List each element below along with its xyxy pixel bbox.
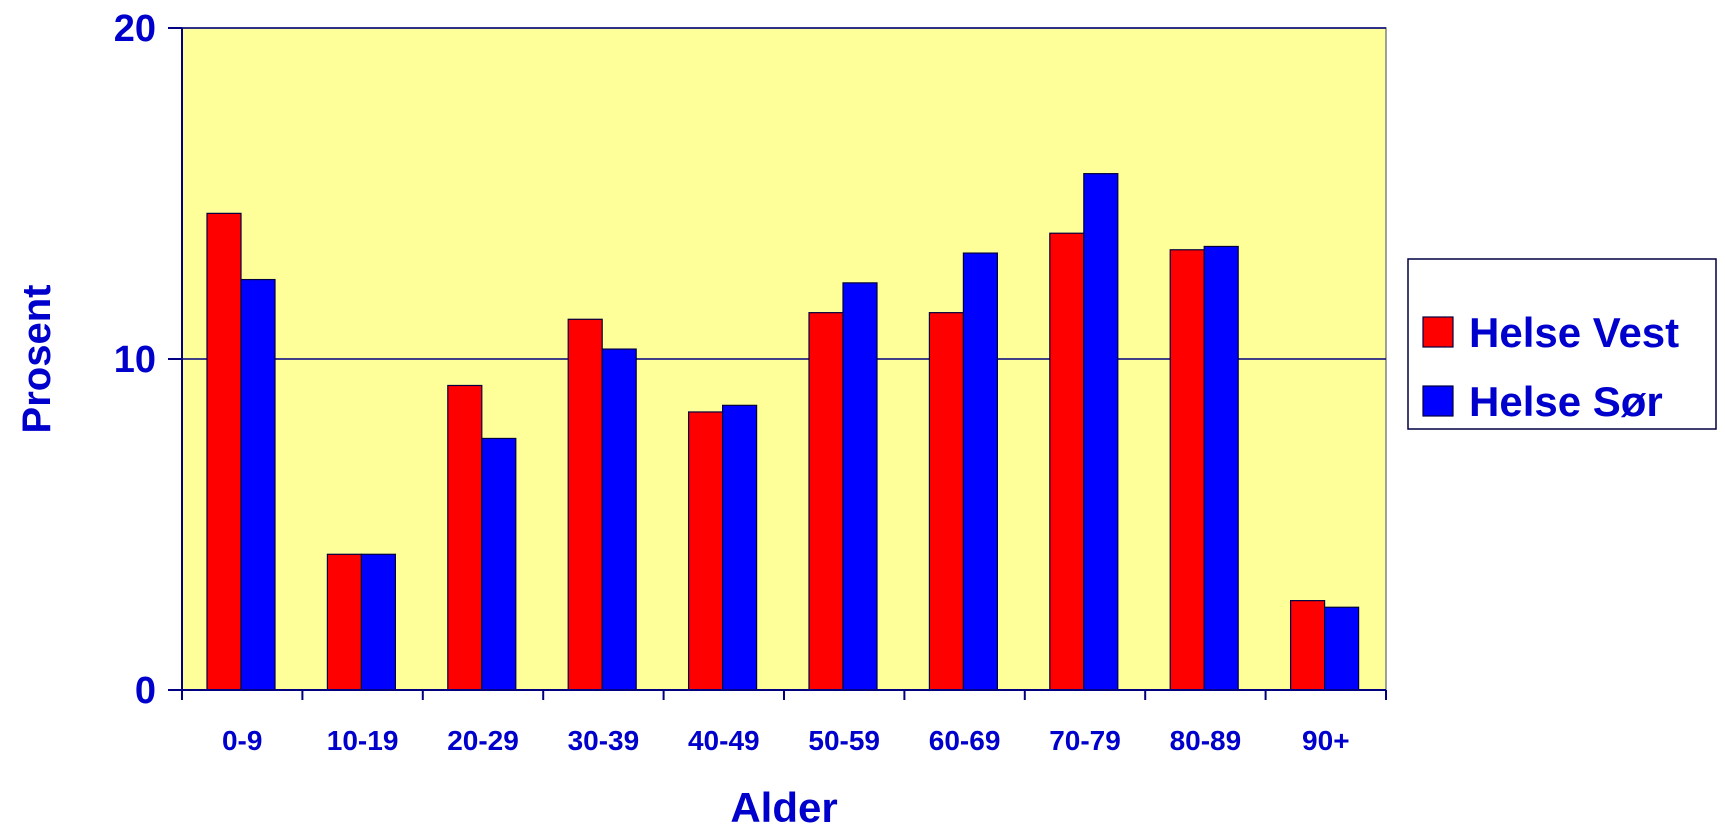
bar bbox=[1083, 173, 1119, 691]
legend-label: Helse Sør bbox=[1469, 378, 1663, 425]
x-axis-label: Alder bbox=[730, 784, 837, 829]
y-tick-label: 10 bbox=[114, 339, 156, 381]
bar bbox=[962, 252, 999, 691]
bar bbox=[928, 312, 965, 691]
legend-box bbox=[1407, 258, 1717, 430]
x-tick-label: 30-39 bbox=[568, 725, 640, 756]
bar bbox=[687, 411, 724, 691]
bar bbox=[447, 384, 483, 691]
y-tick-label: 0 bbox=[135, 670, 156, 712]
bar bbox=[1289, 600, 1326, 691]
x-tick-label: 10-19 bbox=[327, 725, 399, 756]
legend: Helse Vest Helse Sør bbox=[1407, 258, 1717, 430]
x-tick-label: 80-89 bbox=[1170, 725, 1242, 756]
legend-swatch bbox=[1422, 316, 1454, 348]
bar bbox=[360, 553, 396, 691]
bar bbox=[1323, 606, 1360, 691]
bar bbox=[206, 212, 242, 691]
bar bbox=[1169, 249, 1205, 691]
bar bbox=[1049, 232, 1085, 691]
x-tick-label: 20-29 bbox=[447, 725, 519, 756]
y-tick-label: 20 bbox=[114, 8, 156, 50]
bar bbox=[601, 348, 637, 691]
axes bbox=[168, 27, 1387, 700]
bar bbox=[240, 278, 276, 691]
bar bbox=[842, 282, 878, 691]
x-tick-label: 90+ bbox=[1302, 725, 1350, 756]
bar bbox=[481, 437, 517, 691]
x-tick-label: 60-69 bbox=[929, 725, 1001, 756]
legend-swatch bbox=[1422, 385, 1454, 417]
bar bbox=[326, 553, 362, 691]
x-tick-label: 40-49 bbox=[688, 725, 760, 756]
bars bbox=[206, 173, 1360, 691]
y-axis-label: Prosent bbox=[15, 285, 59, 434]
y-tick-labels: 0 10 20 bbox=[114, 8, 156, 712]
bar bbox=[1203, 245, 1239, 691]
x-tick-label: 0-9 bbox=[222, 725, 262, 756]
x-tick-labels: 0-9 10-19 20-29 30-39 40-49 50-59 60-69 70-79 80… bbox=[222, 725, 1350, 756]
legend-label: Helse Vest bbox=[1469, 309, 1679, 356]
bar bbox=[721, 404, 758, 691]
x-tick-label: 50-59 bbox=[808, 725, 880, 756]
x-tick-label: 70-79 bbox=[1049, 725, 1121, 756]
bar bbox=[567, 318, 603, 691]
bar bbox=[808, 312, 844, 691]
